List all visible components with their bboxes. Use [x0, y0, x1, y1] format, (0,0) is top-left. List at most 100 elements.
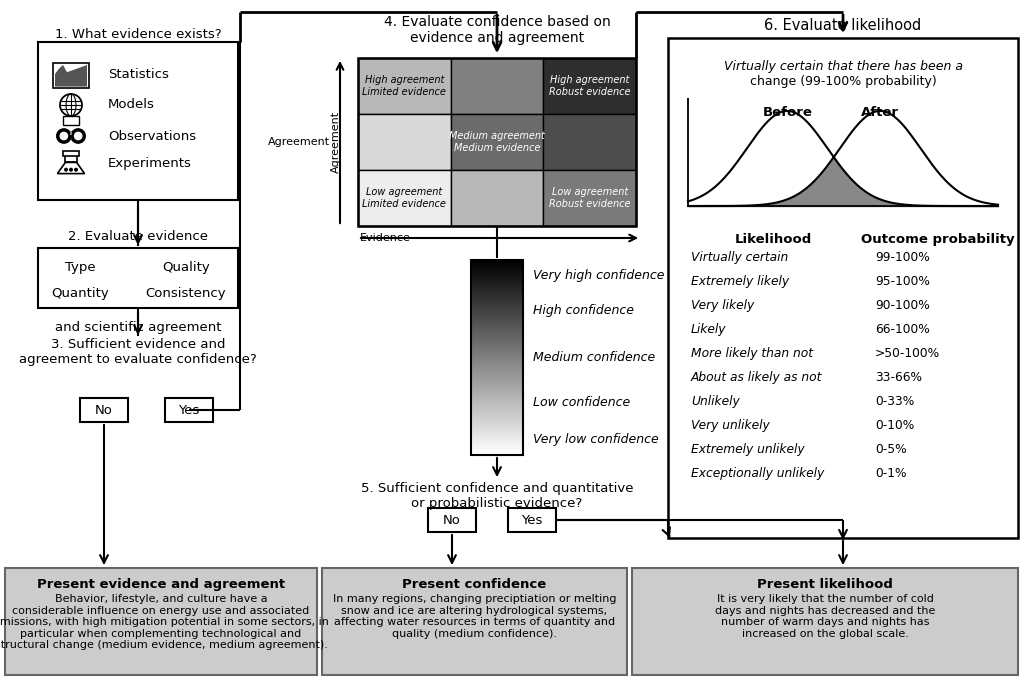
- Bar: [471, 334, 523, 336]
- Bar: [471, 419, 523, 420]
- Bar: [471, 264, 523, 266]
- Bar: [471, 448, 523, 449]
- Bar: [471, 437, 523, 438]
- Bar: [471, 324, 523, 326]
- Text: Very unlikely: Very unlikely: [691, 419, 770, 432]
- Bar: [471, 401, 523, 403]
- Bar: [471, 387, 523, 388]
- Bar: [471, 360, 523, 361]
- Bar: [471, 411, 523, 413]
- Bar: [471, 415, 523, 417]
- Bar: [471, 398, 523, 400]
- Text: Low confidence: Low confidence: [534, 396, 630, 409]
- Bar: [471, 410, 523, 411]
- Text: Yes: Yes: [178, 404, 200, 417]
- Bar: [471, 286, 523, 288]
- Bar: [471, 265, 523, 266]
- Text: No: No: [95, 404, 113, 417]
- Bar: [471, 369, 523, 370]
- Text: 66-100%: 66-100%: [874, 323, 930, 336]
- Bar: [471, 382, 523, 383]
- Bar: [471, 365, 523, 367]
- Bar: [66, 155, 77, 162]
- Bar: [471, 367, 523, 368]
- Text: Statistics: Statistics: [108, 67, 169, 80]
- Text: Low agreement
Robust evidence: Low agreement Robust evidence: [549, 187, 631, 209]
- Bar: [471, 443, 523, 445]
- Bar: [471, 283, 523, 284]
- Text: High confidence: High confidence: [534, 304, 634, 317]
- Bar: [471, 322, 523, 324]
- Bar: [471, 315, 523, 316]
- Bar: [471, 315, 523, 317]
- Bar: [471, 336, 523, 338]
- Bar: [471, 358, 523, 360]
- Bar: [471, 374, 523, 375]
- Bar: [471, 350, 523, 351]
- Bar: [471, 276, 523, 278]
- Bar: [471, 398, 523, 399]
- Text: Extremely unlikely: Extremely unlikely: [691, 443, 805, 456]
- Text: Evidence: Evidence: [360, 233, 411, 243]
- Bar: [508, 508, 556, 532]
- Bar: [471, 402, 523, 404]
- Text: Consistency: Consistency: [145, 287, 226, 300]
- Bar: [471, 422, 523, 424]
- Bar: [471, 453, 523, 454]
- Bar: [471, 301, 523, 302]
- Bar: [53, 63, 89, 89]
- Bar: [471, 385, 523, 387]
- Bar: [471, 379, 523, 381]
- Bar: [471, 437, 523, 439]
- Bar: [668, 38, 1018, 538]
- Bar: [471, 294, 523, 296]
- Bar: [471, 454, 523, 456]
- Bar: [471, 272, 523, 274]
- Bar: [471, 330, 523, 332]
- Bar: [471, 445, 523, 447]
- Bar: [471, 362, 523, 364]
- Bar: [471, 314, 523, 315]
- Bar: [471, 362, 523, 363]
- Text: 0-1%: 0-1%: [874, 467, 906, 480]
- Bar: [544, 170, 636, 226]
- Bar: [471, 260, 523, 262]
- Bar: [471, 372, 523, 374]
- Bar: [471, 389, 523, 390]
- Bar: [471, 420, 523, 422]
- Bar: [471, 296, 523, 298]
- Text: Virtually certain that there has been a: Virtually certain that there has been a: [724, 60, 963, 73]
- Bar: [471, 383, 523, 384]
- Bar: [471, 289, 523, 291]
- Bar: [471, 326, 523, 328]
- Text: >50-100%: >50-100%: [874, 347, 940, 360]
- Bar: [471, 323, 523, 325]
- Text: Observations: Observations: [108, 129, 197, 142]
- Bar: [471, 439, 523, 440]
- Bar: [471, 378, 523, 379]
- Bar: [322, 568, 627, 675]
- Bar: [471, 303, 523, 304]
- Text: 33-66%: 33-66%: [874, 371, 922, 384]
- Bar: [471, 269, 523, 270]
- Text: 3. Sufficient evidence and
agreement to evaluate confidence?: 3. Sufficient evidence and agreement to …: [19, 338, 257, 366]
- Bar: [471, 439, 523, 441]
- Bar: [471, 308, 523, 311]
- Bar: [471, 428, 523, 430]
- Circle shape: [71, 129, 85, 143]
- Bar: [471, 278, 523, 279]
- Bar: [358, 58, 636, 226]
- Circle shape: [56, 129, 71, 143]
- Text: 5. Sufficient confidence and quantitative
or probabilistic evidence?: 5. Sufficient confidence and quantitativ…: [360, 482, 633, 510]
- Bar: [471, 283, 523, 285]
- Text: About as likely as not: About as likely as not: [691, 371, 822, 384]
- Bar: [471, 396, 523, 397]
- Text: Quantity: Quantity: [51, 287, 109, 300]
- Bar: [471, 451, 523, 453]
- Bar: [471, 274, 523, 276]
- Bar: [471, 276, 523, 277]
- Bar: [471, 428, 523, 429]
- Text: After: After: [861, 106, 899, 119]
- Text: Type: Type: [65, 262, 95, 274]
- Bar: [451, 114, 544, 170]
